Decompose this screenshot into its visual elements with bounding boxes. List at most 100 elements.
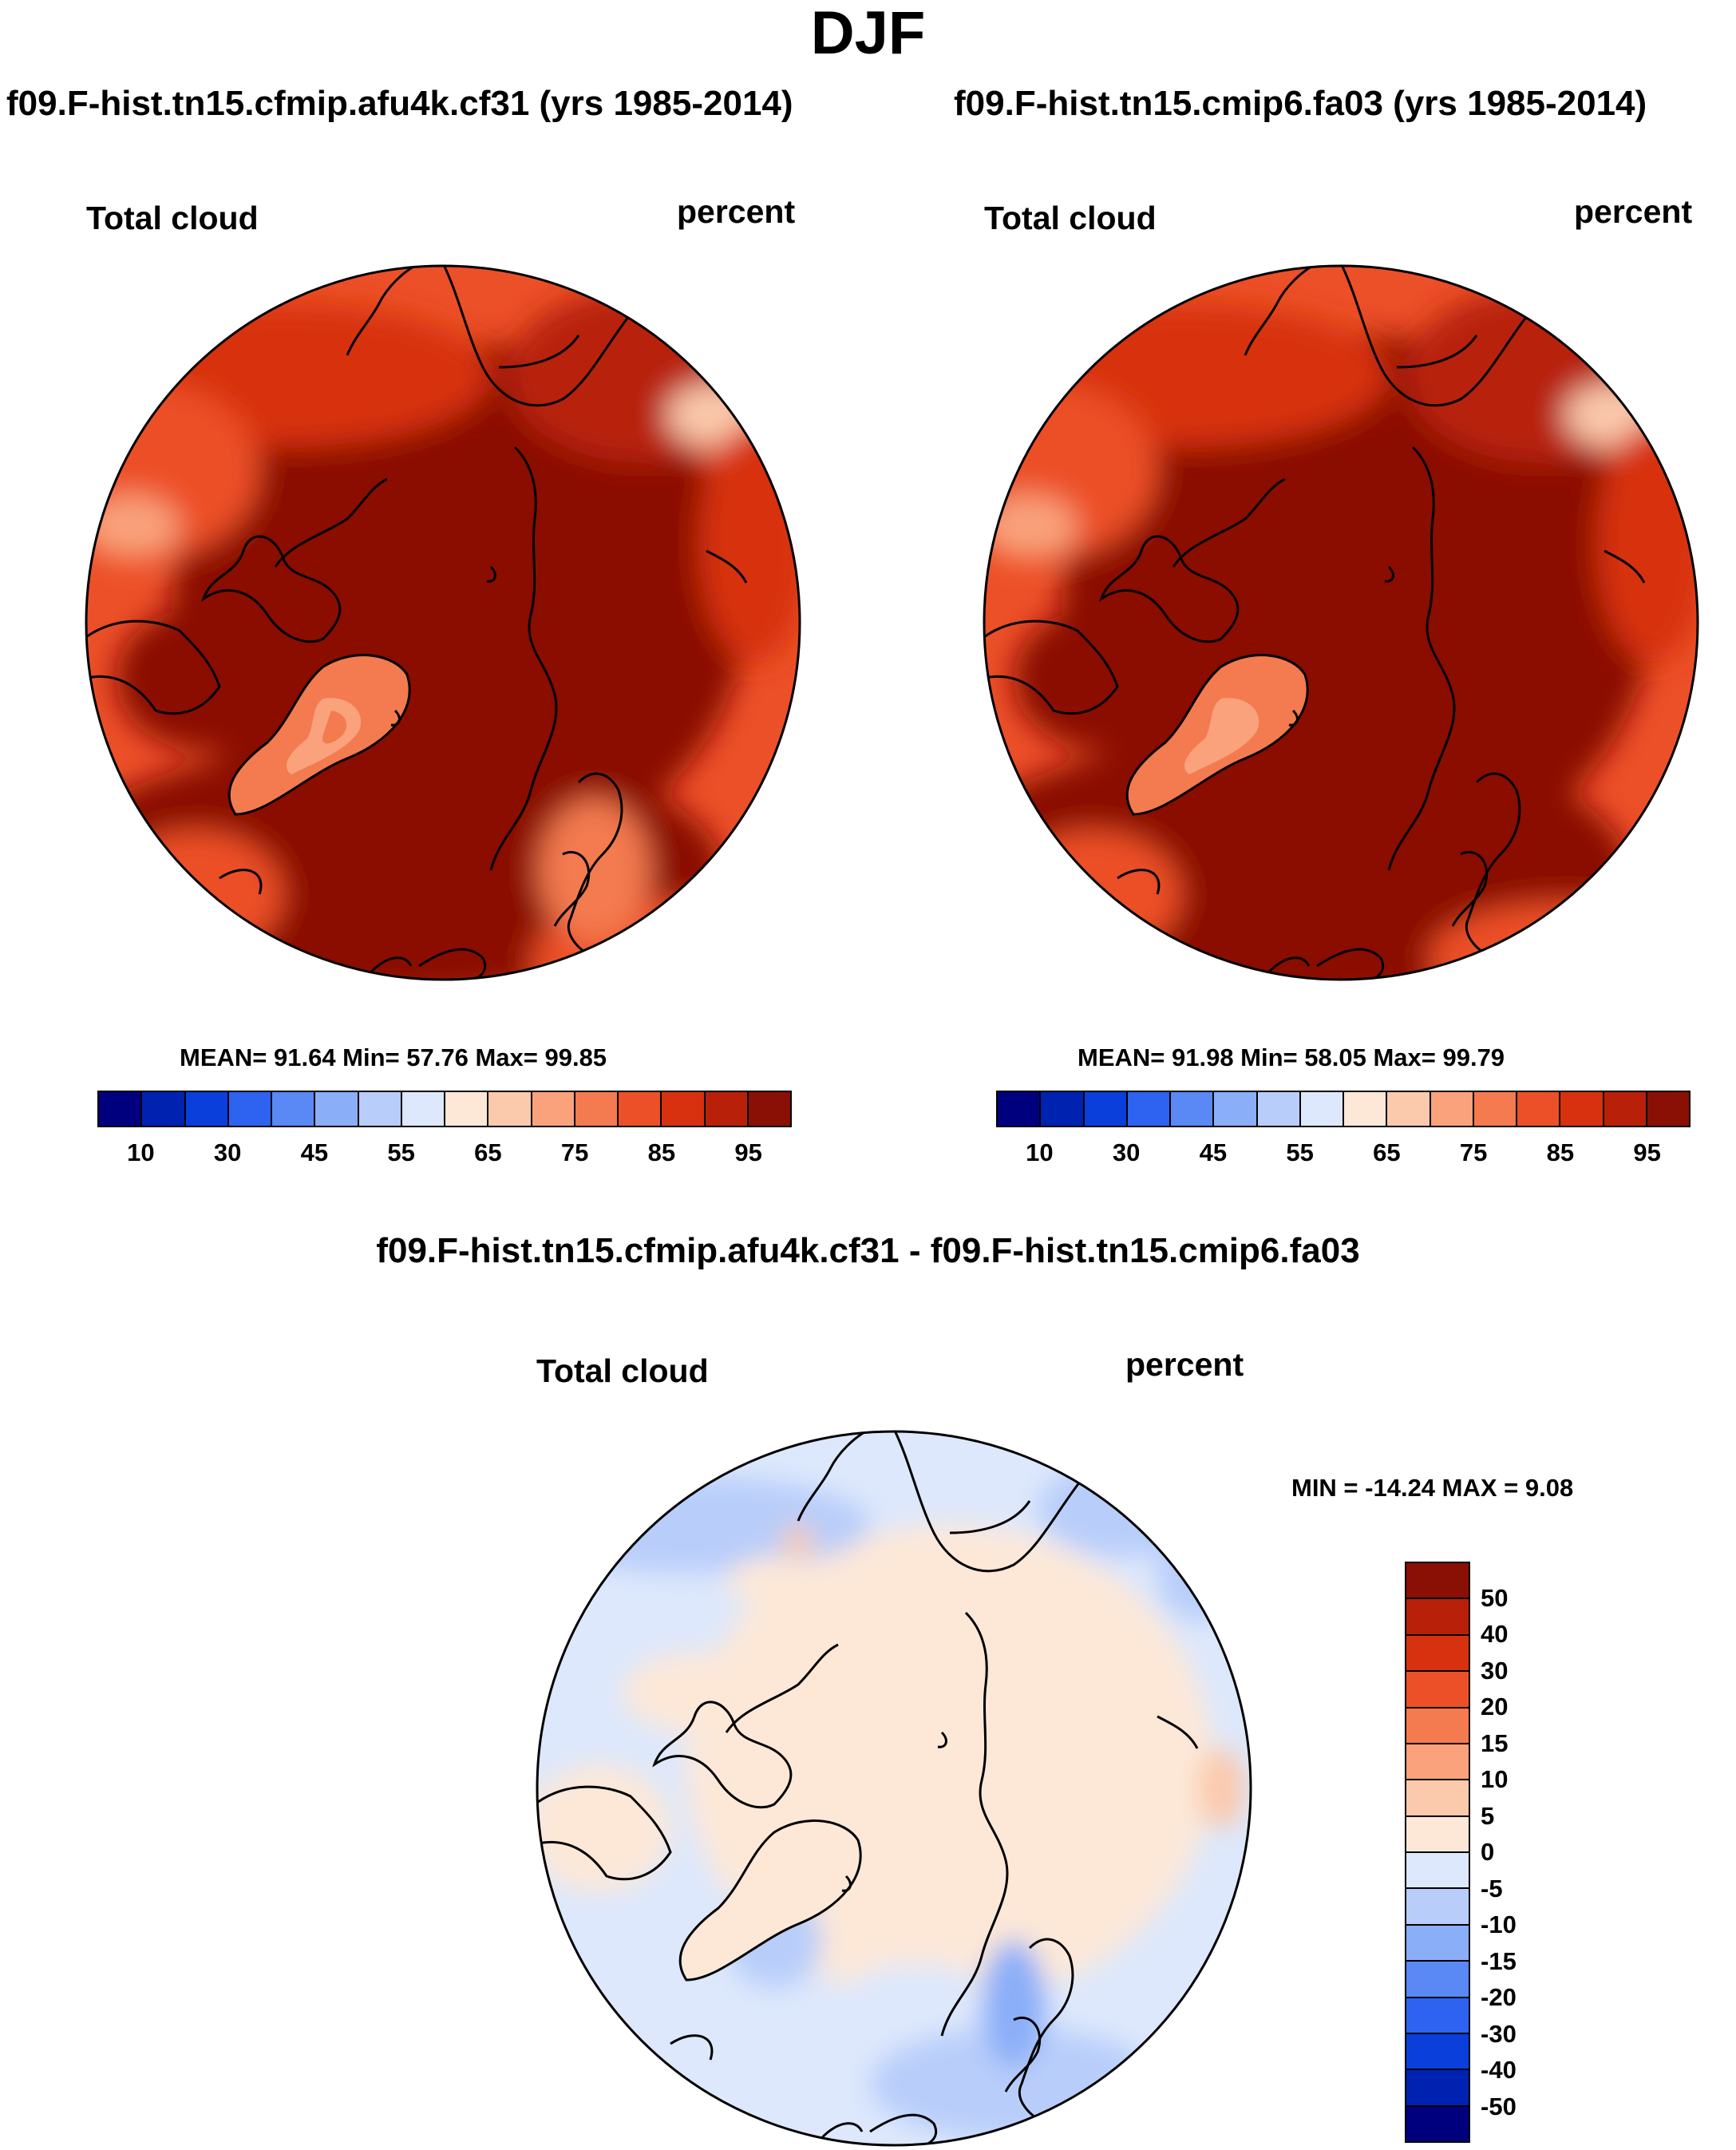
colorbar-swatch: [228, 1092, 272, 1126]
colorbar-tick-label: 20: [1481, 1693, 1509, 1720]
colorbar-swatch: [532, 1092, 575, 1126]
colorbar-tick-label: 75: [1459, 1138, 1488, 1166]
colorbar-tick-label: 65: [474, 1138, 502, 1166]
colorbar-swatch: [185, 1092, 229, 1126]
colorbar-tick-label: 95: [1633, 1138, 1661, 1166]
colorbar-tick-label: 50: [1481, 1583, 1509, 1612]
colorbar-swatch: [1473, 1092, 1517, 1126]
colorbar-swatch: [1517, 1092, 1561, 1126]
colorbar-swatch: [1406, 2070, 1469, 2107]
difference-colorbar: [1405, 1562, 1470, 2143]
colorbar-tick-label: 10: [1026, 1138, 1054, 1166]
colorbar-tick-label: 0: [1481, 1838, 1495, 1866]
colorbar-swatch: [1560, 1092, 1604, 1126]
map-boundary: [536, 1430, 1252, 2147]
panel-2-colorbar: [996, 1091, 1691, 1127]
colorbar-swatch: [1214, 1092, 1258, 1126]
panel-1-units-label: percent: [677, 193, 796, 230]
colorbar-tick-label: 85: [1546, 1138, 1575, 1166]
colorbar-tick-label: 55: [1286, 1138, 1314, 1166]
colorbar-swatch: [998, 1092, 1042, 1126]
colorbar-tick-label: 85: [647, 1138, 676, 1166]
colorbar-tick-label: 65: [1373, 1138, 1401, 1166]
difference-map: [536, 1430, 1252, 2147]
colorbar-swatch: [1171, 1092, 1215, 1126]
colorbar-swatch: [1387, 1092, 1431, 1126]
colorbar-swatch: [662, 1092, 706, 1126]
colorbar-tick-label: 15: [1481, 1728, 1509, 1757]
colorbar-tick-label: 45: [300, 1138, 329, 1166]
colorbar-swatch: [1406, 1635, 1469, 1673]
colorbar-swatch: [315, 1092, 359, 1126]
panel-1-variable-label: Total cloud: [86, 200, 259, 236]
colorbar-tick-label: 30: [213, 1138, 242, 1166]
colorbar-swatch: [1257, 1092, 1301, 1126]
colorbar-tick-label: 40: [1481, 1620, 1509, 1648]
colorbar-swatch: [358, 1092, 402, 1126]
colorbar-swatch: [1406, 1599, 1469, 1636]
colorbar-tick-label: 5: [1481, 1801, 1495, 1830]
panel-2-stats: MEAN= 91.98 Min= 58.05 Max= 99.79: [1078, 1043, 1505, 1071]
colorbar-swatch: [575, 1092, 619, 1126]
panel-1-map: [85, 264, 801, 981]
colorbar-swatch: [1406, 1780, 1469, 1817]
colorbar-swatch: [445, 1092, 489, 1126]
colorbar-swatch: [1300, 1092, 1344, 1126]
panel-2-map: [983, 264, 1699, 981]
colorbar-swatch: [488, 1092, 532, 1126]
panel-1-title: f09.F-hist.tn15.cfmip.afu4k.cf31 (yrs 19…: [6, 84, 793, 123]
colorbar-tick-label: -15: [1481, 1946, 1517, 1975]
colorbar-tick-label: -5: [1481, 1874, 1503, 1903]
colorbar-tick-label: 75: [560, 1138, 589, 1166]
colorbar-swatch: [142, 1092, 186, 1126]
panel-1-colorbar: [97, 1091, 792, 1127]
colorbar-tick-label: 30: [1112, 1138, 1141, 1166]
colorbar-swatch: [1406, 1672, 1469, 1709]
colorbar-tick-label: 95: [734, 1138, 762, 1166]
difference-title: f09.F-hist.tn15.cfmip.afu4k.cf31 - f09.F…: [376, 1231, 1360, 1270]
colorbar-swatch: [1406, 1816, 1469, 1853]
colorbar-swatch: [705, 1092, 749, 1126]
map-boundary: [85, 264, 801, 981]
panel-2-units-label: percent: [1574, 193, 1693, 230]
panel-1-stats: MEAN= 91.64 Min= 57.76 Max= 99.85: [180, 1043, 607, 1071]
colorbar-swatch: [1406, 1563, 1469, 1600]
colorbar-swatch: [1406, 1925, 1469, 1962]
colorbar-tick-label: 10: [1481, 1765, 1509, 1793]
colorbar-tick-label: -20: [1481, 1983, 1517, 2011]
colorbar-swatch: [1406, 1744, 1469, 1781]
colorbar-tick-label: 55: [387, 1138, 415, 1166]
colorbar-swatch: [1344, 1092, 1388, 1126]
colorbar-tick-label: -30: [1481, 2019, 1517, 2048]
colorbar-swatch: [1127, 1092, 1171, 1126]
colorbar-swatch: [1647, 1092, 1689, 1126]
colorbar-tick-label: -10: [1481, 1910, 1517, 1938]
colorbar-swatch: [748, 1092, 790, 1126]
colorbar-swatch: [619, 1092, 662, 1126]
difference-stats: MIN = -14.24 MAX = 9.08: [1291, 1474, 1574, 1502]
colorbar-tick-label: 45: [1199, 1138, 1228, 1166]
colorbar-swatch: [1406, 1889, 1469, 1926]
difference-variable-label: Total cloud: [536, 1352, 709, 1389]
map-boundary: [983, 264, 1699, 981]
colorbar-tick-label: -40: [1481, 2056, 1517, 2084]
colorbar-swatch: [1406, 2106, 1469, 2141]
panel-2-title: f09.F-hist.tn15.cmip6.fa03 (yrs 1985-201…: [954, 84, 1647, 123]
colorbar-swatch: [1041, 1092, 1085, 1126]
colorbar-swatch: [1406, 1962, 1469, 1998]
difference-units-label: percent: [1125, 1346, 1244, 1383]
colorbar-tick-label: 30: [1481, 1656, 1509, 1685]
colorbar-swatch: [1406, 1853, 1469, 1890]
colorbar-swatch: [1406, 1708, 1469, 1744]
colorbar-tick-label: 10: [127, 1138, 155, 1166]
colorbar-swatch: [99, 1092, 143, 1126]
colorbar-swatch: [401, 1092, 445, 1126]
colorbar-tick-label: -50: [1481, 2092, 1517, 2120]
panel-2-variable-label: Total cloud: [984, 200, 1157, 236]
colorbar-swatch: [1430, 1092, 1474, 1126]
colorbar-swatch: [1604, 1092, 1647, 1126]
colorbar-swatch: [1084, 1092, 1128, 1126]
colorbar-swatch: [1406, 2033, 1469, 2071]
main-title: DJF: [810, 0, 926, 67]
colorbar-swatch: [1406, 1998, 1469, 2034]
